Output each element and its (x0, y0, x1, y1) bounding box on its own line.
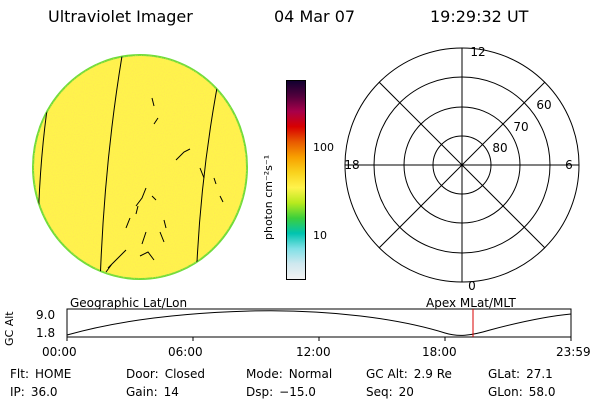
status-field-value: Normal (288, 367, 333, 381)
status-field-label: IP: (10, 385, 25, 399)
mlt-label-6: 6 (565, 158, 573, 172)
status-field-value: 27.1 (526, 367, 553, 381)
status-field-label: Door: (126, 367, 159, 381)
status-field: IP: 36.0 (10, 385, 58, 399)
instrument-title: Ultraviolet Imager (48, 7, 193, 26)
time-tick-0600: 06:00 (168, 345, 203, 359)
status-field-value: HOME (34, 367, 72, 381)
alt-tick-9: 9.0 (36, 308, 56, 322)
time-tick-0000: 00:00 (42, 345, 77, 359)
status-field-value: 58.0 (528, 385, 556, 399)
status-field: Door: Closed (126, 367, 205, 381)
observation-date: 04 Mar 07 (274, 7, 356, 26)
status-field-value: 20 (398, 385, 414, 399)
status-field: Dsp: −15.0 (246, 385, 316, 399)
status-field-value: 36.0 (30, 385, 58, 399)
lat-label-60: 60 (536, 98, 551, 112)
status-field-label: Mode: (246, 367, 283, 381)
apex-mlat-mlt-title: Apex MLat/MLT (426, 296, 516, 310)
colorbar (286, 80, 306, 280)
status-field: Flt: HOME (10, 367, 71, 381)
alt-tick-1-8: 1.8 (36, 326, 56, 340)
mlt-label-12: 12 (470, 45, 485, 59)
time-tick-1200: 12:00 (296, 345, 331, 359)
colorbar-tick-100: 100 (313, 141, 334, 154)
geographic-latlon-title: Geographic Lat/Lon (70, 296, 188, 310)
mlt-label-18: 18 (344, 158, 359, 172)
status-field-label: GLat: (488, 367, 521, 381)
status-field: Gain: 14 (126, 385, 179, 399)
observation-time: 19:29:32 UT (430, 7, 529, 26)
time-tick-1800: 18:00 (422, 345, 457, 359)
colorbar-tick-10: 10 (313, 229, 327, 242)
status-field: GC Alt: 2.9 Re (366, 367, 452, 381)
status-field-value: 2.9 Re (413, 367, 452, 381)
status-field-label: GLon: (488, 385, 523, 399)
time-tick-2359: 23:59 (556, 345, 591, 359)
mlt-label-0: 0 (468, 279, 476, 293)
status-field-value: −15.0 (279, 385, 316, 399)
status-field-value: Closed (164, 367, 206, 381)
status-field: GLat: 27.1 (488, 367, 553, 381)
status-field-label: Seq: (366, 385, 393, 399)
lat-label-80: 80 (492, 141, 507, 155)
status-field: Seq: 20 (366, 385, 414, 399)
status-field: GLon: 58.0 (488, 385, 555, 399)
status-field: Mode: Normal (246, 367, 332, 381)
lat-label-70: 70 (513, 120, 528, 134)
status-field-label: GC Alt: (366, 367, 408, 381)
status-field-value: 14 (163, 385, 179, 399)
status-field-label: Gain: (126, 385, 158, 399)
status-field-label: Flt: (10, 367, 29, 381)
status-field-label: Dsp: (246, 385, 274, 399)
